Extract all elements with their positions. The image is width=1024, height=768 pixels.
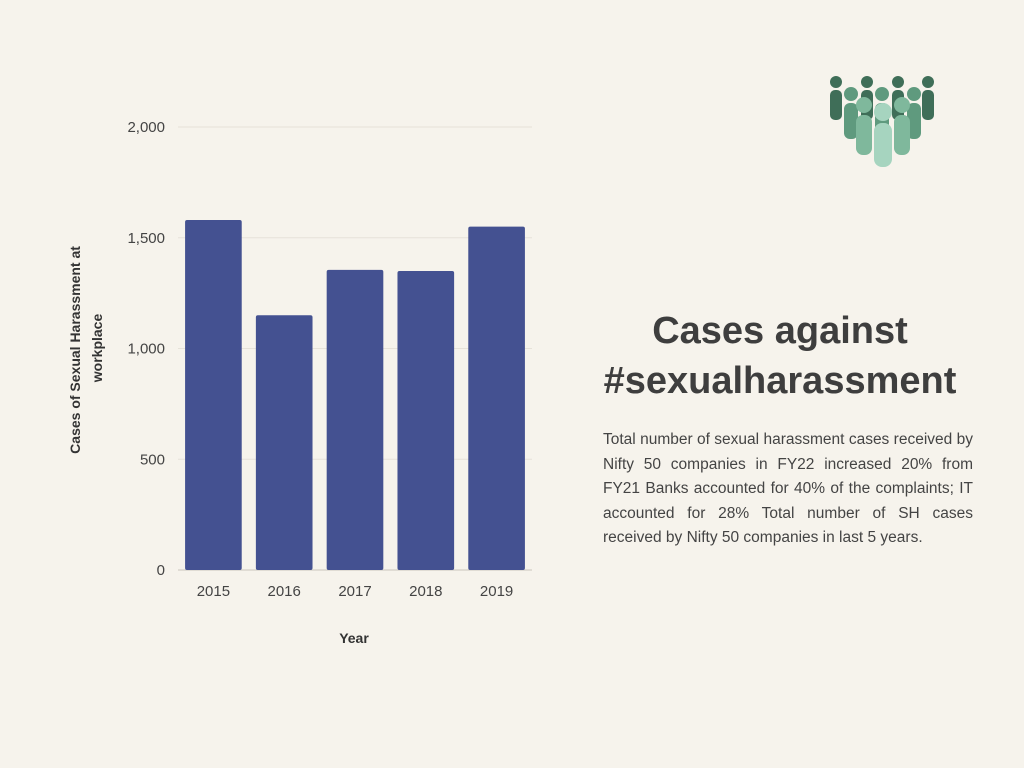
bar-2016 — [255, 315, 313, 570]
page-title: Cases against #sexualharassment — [603, 310, 957, 402]
y-axis-title-line-1: Cases of Sexual Harassment at — [67, 246, 83, 454]
x-tick-label: 2017 — [338, 583, 371, 600]
y-tick-label: 500 — [140, 451, 165, 468]
group-of-people-icon — [830, 76, 934, 167]
y-tick-label: 0 — [157, 562, 165, 579]
bar-2018 — [397, 270, 455, 570]
y-axis-title-line-2: workplace — [89, 314, 105, 384]
bars — [185, 220, 525, 571]
y-tick-label: 2,000 — [127, 119, 165, 136]
description-text: Total number of sexual harassment cases … — [603, 431, 973, 546]
y-axis-title: Cases of Sexual Harassment at workplace — [67, 242, 105, 454]
x-tick-label: 2016 — [268, 583, 301, 600]
x-axis-ticks: 2015 2016 2017 2018 2019 — [197, 583, 514, 600]
y-axis-ticks: 0 500 1,000 1,500 2,000 — [127, 119, 165, 579]
bar-2017 — [326, 269, 384, 570]
y-tick-label: 1,000 — [127, 341, 165, 358]
bar-2015 — [185, 220, 242, 570]
x-tick-label: 2018 — [409, 583, 442, 600]
x-tick-label: 2019 — [480, 583, 513, 600]
bar-2019 — [468, 226, 525, 571]
y-tick-label: 1,500 — [127, 230, 165, 247]
x-axis-title: Year — [339, 630, 369, 646]
bar-chart: 0 500 1,000 1,500 2,000 2015 2016 2017 2018 2019… — [67, 119, 532, 646]
x-tick-label: 2015 — [197, 583, 230, 600]
